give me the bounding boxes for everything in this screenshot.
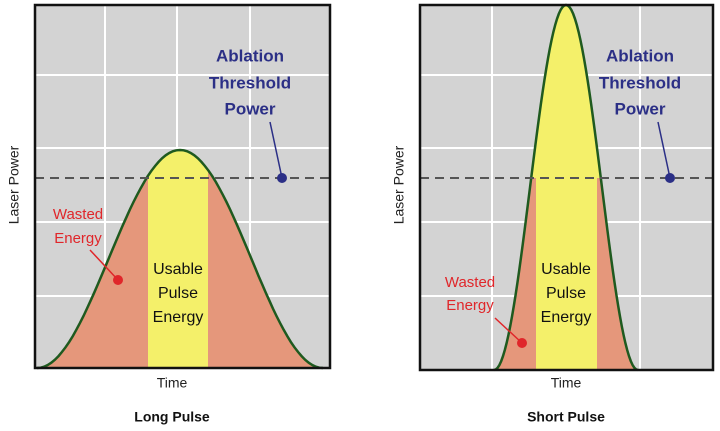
threshold-label: Threshold xyxy=(599,73,681,92)
usable-label: Usable xyxy=(153,261,203,278)
threshold-label: Power xyxy=(224,99,275,118)
y-axis-label: Laser Power xyxy=(391,145,407,224)
pointer xyxy=(657,121,671,179)
pointer-dot xyxy=(113,275,123,285)
threshold-label: Power xyxy=(614,99,665,118)
wasted-label: Energy xyxy=(54,230,102,247)
usable-label: Usable xyxy=(541,261,591,278)
wasted-label: Energy xyxy=(446,297,494,314)
usable-label: Pulse xyxy=(546,285,586,302)
short-pulse-panel: Ablation Threshold Power Wasted Energy U… xyxy=(391,3,715,425)
usable-label: Energy xyxy=(153,309,204,326)
x-axis-label: Time xyxy=(157,375,188,391)
pointer-dot xyxy=(277,173,287,183)
wasted-label: Wasted xyxy=(445,274,495,291)
pointer-dot xyxy=(517,338,527,348)
wasted-label: Wasted xyxy=(53,206,103,223)
y-axis-label: Laser Power xyxy=(6,145,22,224)
plot-frame xyxy=(418,3,715,372)
long-pulse-panel: Ablation Threshold Power Wasted Energy U… xyxy=(6,3,332,425)
usable-label: Energy xyxy=(541,309,592,326)
pulse-curve xyxy=(36,148,324,370)
threshold-label: Threshold xyxy=(209,73,291,92)
pointer xyxy=(494,317,523,344)
plot-frame xyxy=(33,3,332,370)
pointer-dot xyxy=(665,173,675,183)
threshold-label: Ablation xyxy=(216,46,284,65)
usable-area xyxy=(148,150,208,368)
x-axis-label: Time xyxy=(551,375,582,391)
usable-label: Pulse xyxy=(158,285,198,302)
caption: Short Pulse xyxy=(527,409,605,425)
threshold-label: Ablation xyxy=(606,46,674,65)
caption: Long Pulse xyxy=(134,409,210,425)
pointer xyxy=(269,121,283,179)
pointer xyxy=(89,249,119,281)
